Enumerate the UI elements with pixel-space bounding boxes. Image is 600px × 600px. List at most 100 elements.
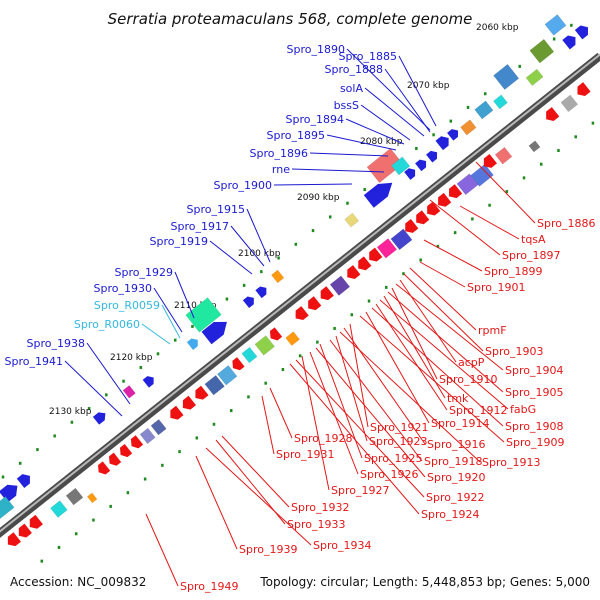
leader-line — [141, 323, 171, 345]
track-dot — [557, 149, 560, 153]
leader-line — [419, 261, 466, 288]
tick-label: 2120 kbp — [110, 353, 153, 363]
track-dot — [277, 256, 280, 260]
leader-line — [395, 283, 504, 371]
track-dot — [333, 326, 336, 330]
track-dot — [161, 463, 164, 467]
forward-gene-arrow — [186, 338, 198, 351]
leader-line — [301, 355, 330, 491]
track-dot — [156, 352, 160, 356]
reverse-gene-label: Spro_1923 — [369, 435, 427, 448]
track-dot — [570, 23, 573, 27]
tick-label: 2070 kbp — [407, 81, 450, 91]
track-dot — [311, 229, 315, 233]
track-dot — [488, 203, 491, 207]
leader-line — [429, 199, 501, 256]
reverse-gene-label: Spro_1927 — [331, 484, 389, 497]
leader-line — [364, 87, 425, 137]
track-dot — [402, 272, 405, 276]
track-dot — [57, 545, 61, 549]
forward-gene-label: Spro_1917 — [171, 220, 229, 233]
track-dot — [367, 299, 371, 303]
forward-gene-arrow — [92, 412, 106, 425]
track-dot — [1, 475, 5, 479]
track-dot — [350, 313, 354, 317]
forward-gene-block — [391, 156, 411, 176]
reverse-gene-block — [560, 94, 579, 113]
leader-line — [398, 55, 437, 127]
reverse-gene-label: Spro_1933 — [287, 518, 345, 531]
leader-line — [273, 183, 353, 186]
forward-gene-block — [460, 119, 477, 136]
forward-gene-arrow — [426, 150, 438, 163]
track-dot — [18, 461, 22, 465]
track-dot — [453, 231, 457, 235]
reverse-gene-label: Spro_1932 — [291, 501, 349, 514]
reverse-gene-label: Spro_1931 — [276, 448, 334, 461]
leader-line — [153, 287, 183, 333]
reverse-gene-block — [204, 375, 225, 396]
leader-layer — [64, 48, 536, 587]
forward-gene-label: Spro_1894 — [286, 113, 344, 126]
leader-line — [291, 168, 385, 173]
track-dot — [419, 258, 422, 262]
figure-title: Serratia proteamaculans 568, complete ge… — [108, 10, 473, 28]
reverse-gene-arrow — [98, 461, 111, 475]
leader-line — [387, 291, 504, 393]
track-dot — [346, 201, 349, 205]
reverse-gene-label: Spro_1914 — [431, 417, 489, 430]
track-dot — [432, 133, 435, 137]
forward-gene-label: Spro_1941 — [5, 355, 63, 368]
reverse-gene-label: Spro_1916 — [427, 438, 485, 451]
reverse-gene-label: Spro_1913 — [482, 456, 540, 469]
forward-gene-arrow — [562, 35, 576, 50]
reverse-gene-label: Spro_1949 — [180, 580, 238, 593]
reverse-gene-label: Spro_1899 — [484, 265, 542, 278]
track-dot — [74, 532, 78, 536]
reverse-gene-arrow — [119, 443, 133, 458]
track-dot — [260, 270, 263, 274]
track-dot — [298, 354, 302, 358]
track-dot — [122, 379, 125, 383]
forward-gene-arrow — [404, 168, 416, 180]
tick-label: 2110 kbp — [174, 301, 217, 311]
track-dot — [92, 518, 95, 522]
leader-line — [289, 363, 420, 515]
reverse-gene-arrow — [483, 154, 497, 168]
reverse-gene-label: tqsA — [521, 233, 546, 246]
forward-gene-label: Spro_1900 — [214, 179, 272, 192]
track-dot — [471, 217, 474, 221]
track-dot — [126, 491, 130, 495]
reverse-gene-arrow — [358, 256, 372, 271]
track-dot — [173, 338, 177, 342]
reverse-gene-arrow — [7, 532, 21, 547]
track-dot — [143, 477, 147, 481]
reverse-gene-arrow — [18, 523, 32, 538]
track-dot — [229, 409, 233, 413]
reverse-gene-arrow — [577, 82, 591, 97]
reverse-gene-arrow — [170, 405, 184, 420]
reverse-gene-label: Spro_1903 — [485, 345, 543, 358]
reverse-gene-block — [285, 331, 300, 346]
leader-line — [335, 335, 368, 442]
forward-gene-label: Spro_1888 — [325, 63, 383, 76]
leader-line — [459, 205, 520, 240]
reverse-gene-arrow — [546, 107, 560, 121]
forward-gene-block — [544, 14, 567, 36]
reverse-gene-label: acpP — [458, 356, 485, 369]
reverse-gene-arrow — [427, 201, 441, 216]
track-dot — [522, 176, 526, 180]
reverse-gene-label: tmk — [447, 392, 469, 405]
reverse-gene-block — [139, 427, 156, 445]
track-dot — [466, 105, 470, 109]
tick-label: 2130 kbp — [49, 407, 92, 417]
track-dot — [552, 37, 556, 41]
forward-gene-arrow — [242, 296, 254, 309]
rna-gene-label: Spro_R0059 — [94, 299, 160, 312]
reverse-gene-block — [50, 500, 68, 518]
forward-gene-arrow — [447, 129, 459, 141]
leader-line — [329, 339, 423, 462]
forward-gene-arrow — [16, 474, 30, 488]
track-dot — [384, 285, 388, 289]
